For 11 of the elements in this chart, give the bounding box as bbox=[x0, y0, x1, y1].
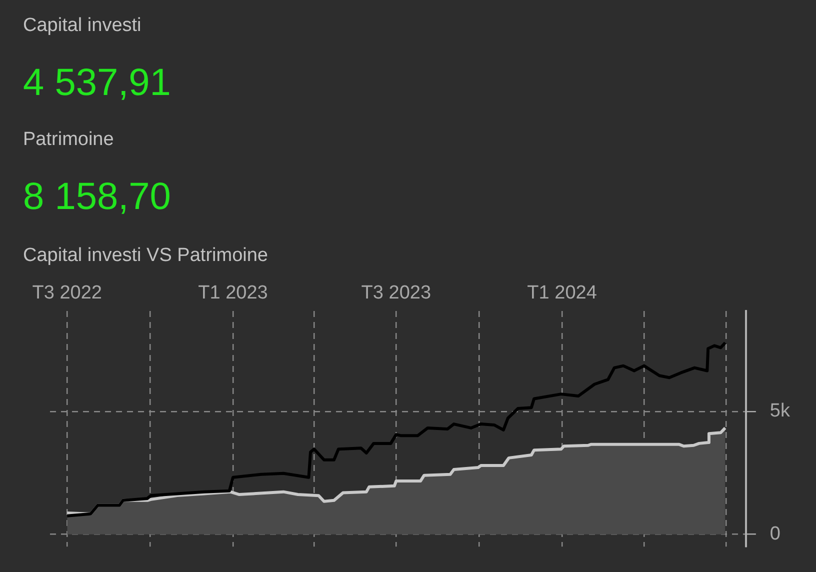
x-tick-label: T1 2023 bbox=[198, 282, 268, 304]
chart-title: Capital investi VS Patrimoine bbox=[23, 244, 268, 268]
text: Patrimoine bbox=[23, 128, 115, 152]
y-tick-label: 5k bbox=[770, 400, 790, 422]
text: 4 537,91 bbox=[23, 61, 171, 106]
x-tick-label: T3 2023 bbox=[361, 282, 432, 304]
text: 8 158,70 bbox=[23, 175, 171, 220]
x-tick-label: T1 2024 bbox=[527, 282, 598, 304]
y-tick-label: 0 bbox=[770, 524, 781, 545]
text: Capital investi bbox=[23, 14, 142, 38]
x-tick-label: T3 2022 bbox=[32, 282, 102, 304]
